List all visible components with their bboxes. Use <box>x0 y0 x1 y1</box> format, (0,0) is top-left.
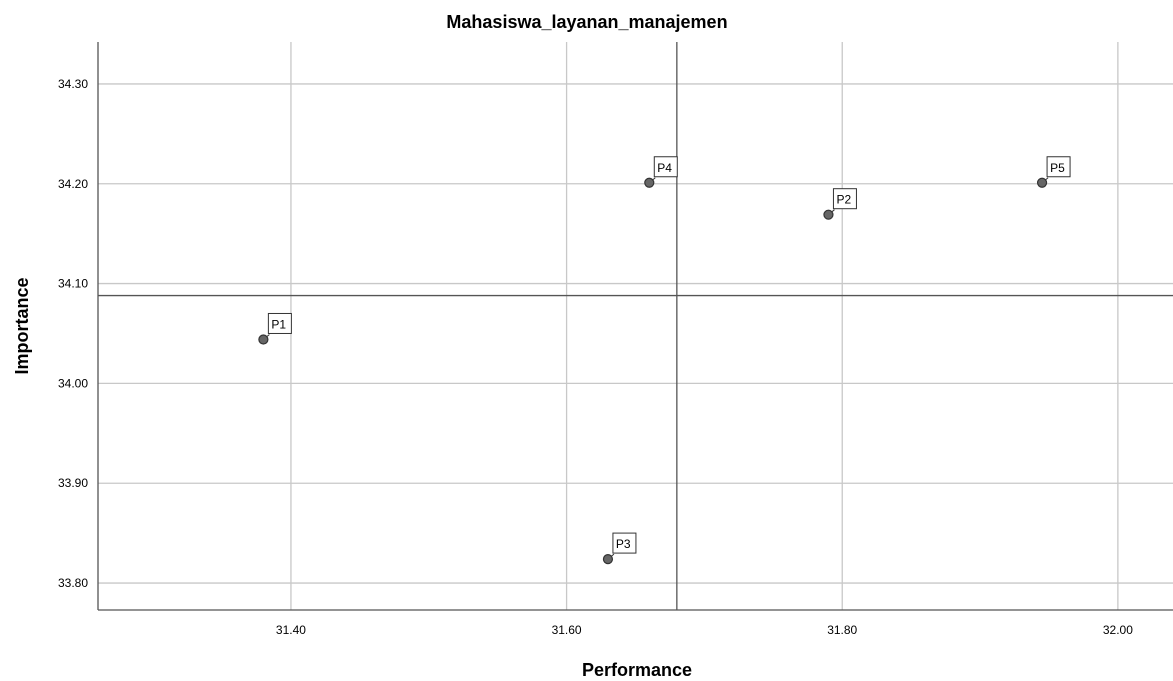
point-label: P1 <box>271 317 286 331</box>
point-group-p1: P1 <box>258 312 292 345</box>
point-label-box <box>612 532 637 554</box>
x-axis-ticks: 31.40 31.60 31.80 32.00 <box>276 623 1133 637</box>
data-point <box>1036 177 1048 188</box>
y-tick-label: 34.00 <box>58 376 88 390</box>
point-label-box <box>832 188 857 210</box>
point-label-box <box>653 156 678 178</box>
data-point <box>644 177 655 188</box>
data-point <box>602 553 614 565</box>
point-group-p4: P4 <box>644 156 678 188</box>
point-label-box <box>267 312 292 334</box>
point-group-p2: P2 <box>823 188 857 220</box>
point-group-p3: P3 <box>602 532 637 565</box>
point-label: P5 <box>1050 161 1065 175</box>
point-label: P4 <box>657 161 672 175</box>
x-tick-label: 31.80 <box>827 623 857 637</box>
y-tick-label: 34.30 <box>58 77 88 91</box>
y-axis-ticks: 33.80 33.90 34.00 34.10 34.20 34.30 <box>58 77 88 590</box>
chart-title: Mahasiswa_layanan_manajemen <box>446 12 727 32</box>
data-points: P1 P2 P3 P4 P5 <box>258 156 1071 565</box>
grid-lines <box>98 42 1173 610</box>
data-point <box>823 209 834 220</box>
x-tick-label: 32.00 <box>1103 623 1133 637</box>
point-label-box <box>1046 156 1071 178</box>
y-tick-label: 33.90 <box>58 476 88 490</box>
y-axis-title: Importance <box>12 277 32 374</box>
data-point <box>258 334 269 345</box>
point-label: P3 <box>616 537 631 551</box>
x-tick-label: 31.40 <box>276 623 306 637</box>
y-tick-label: 34.10 <box>58 277 88 291</box>
reference-lines <box>98 42 1173 610</box>
x-axis-title: Performance <box>582 660 692 680</box>
y-tick-label: 33.80 <box>58 576 88 590</box>
plot-frame <box>97 42 1173 611</box>
point-group-p5: P5 <box>1036 156 1071 188</box>
x-tick-label: 31.60 <box>552 623 582 637</box>
point-label: P2 <box>836 193 851 207</box>
y-tick-label: 34.20 <box>58 177 88 191</box>
